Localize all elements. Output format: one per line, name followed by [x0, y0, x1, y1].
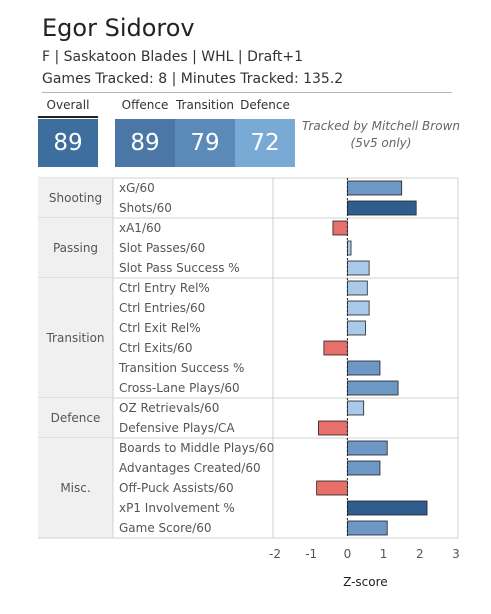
bar	[346, 300, 370, 316]
metric-label: Off-Puck Assists/60	[119, 481, 234, 495]
metric-label: Cross-Lane Plays/60	[119, 381, 240, 395]
overall-underline	[38, 116, 98, 118]
metric-label: Transition Success %	[118, 361, 244, 375]
overall-score-value: 89	[53, 130, 83, 156]
metric-label: Advantages Created/60	[119, 461, 261, 475]
x-tick-label: 0	[344, 547, 352, 561]
metric-label: xA1/60	[119, 221, 161, 235]
defence-score-value: 72	[250, 130, 280, 156]
defence-score-box: 72	[235, 119, 295, 167]
x-tick-label: 2	[416, 547, 424, 561]
metric-label: Slot Pass Success %	[119, 261, 240, 275]
group-cell	[38, 178, 113, 218]
group-cell	[38, 218, 113, 278]
bar	[346, 460, 381, 476]
bar	[346, 200, 417, 216]
metric-label: Ctrl Entries/60	[119, 301, 205, 315]
bar	[346, 440, 388, 456]
overall-score-box: 89	[38, 119, 98, 167]
metric-label: Defensive Plays/CA	[119, 421, 235, 435]
metric-label: xG/60	[119, 181, 155, 195]
overall-label: Overall	[46, 98, 90, 112]
metric-label: Ctrl Exits/60	[119, 341, 192, 355]
group-label: Misc.	[60, 481, 90, 495]
metric-label: OZ Retrievals/60	[119, 401, 219, 415]
metric-label: Ctrl Exit Rel%	[119, 321, 201, 335]
transition-score-value: 79	[190, 130, 220, 156]
transition-label: Transition	[175, 98, 235, 112]
group-label: Defence	[51, 411, 101, 425]
transition-score-box: 79	[175, 119, 235, 167]
metric-label: Slot Passes/60	[119, 241, 205, 255]
group-cell	[38, 278, 113, 398]
offence-score-value: 89	[130, 130, 160, 156]
bar	[346, 320, 366, 336]
group-cell	[38, 438, 113, 538]
bar	[346, 360, 381, 376]
bar	[323, 340, 348, 356]
group-label: Shooting	[49, 191, 102, 205]
bar	[316, 480, 348, 496]
offence-label: Offence	[121, 98, 169, 112]
bar	[346, 180, 403, 196]
x-axis-label: Z-score	[343, 575, 388, 589]
bar	[346, 280, 368, 296]
tracking-info: Games Tracked: 8 | Minutes Tracked: 135.…	[42, 71, 344, 87]
player-info: F | Saskatoon Blades | WHL | Draft+1	[42, 49, 304, 65]
offence-score-box: 89	[115, 119, 175, 167]
group-label: Transition	[45, 331, 104, 345]
metric-label: Game Score/60	[119, 521, 211, 535]
player-name: Egor Sidorov	[42, 14, 195, 42]
bar	[346, 240, 352, 256]
bar	[346, 380, 399, 396]
bar	[346, 260, 370, 276]
x-tick-label: -1	[305, 547, 317, 561]
metric-label: xP1 Involvement %	[119, 501, 235, 515]
bar	[346, 400, 365, 416]
metric-label: Ctrl Entry Rel%	[119, 281, 210, 295]
x-tick-label: 1	[380, 547, 388, 561]
group-label: Passing	[53, 241, 98, 255]
bar	[346, 500, 428, 516]
header-divider	[42, 92, 452, 93]
metric-label: Shots/60	[119, 201, 172, 215]
bar	[332, 220, 348, 236]
group-cell	[38, 398, 113, 438]
bar	[318, 420, 348, 436]
x-tick-label: -2	[269, 547, 281, 561]
x-tick-label: 3	[452, 547, 460, 561]
tracked-by-note: Tracked by Mitchell Brown (5v5 only)	[302, 119, 460, 150]
defence-label: Defence	[240, 98, 290, 112]
bar	[346, 520, 388, 536]
metric-label: Boards to Middle Plays/60	[119, 441, 274, 455]
